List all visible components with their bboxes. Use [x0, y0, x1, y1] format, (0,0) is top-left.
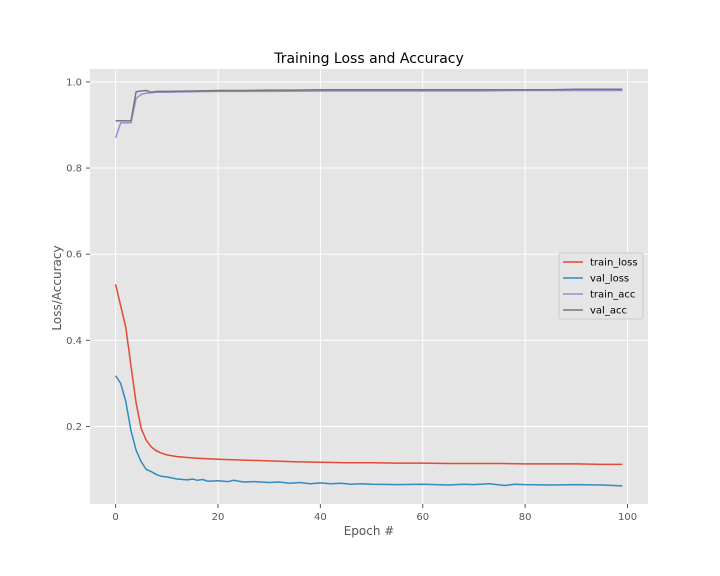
- x-tick-label: 0: [112, 512, 118, 523]
- series-line-val-loss: [114, 375, 623, 487]
- grid: [90, 69, 648, 504]
- series-line-train-loss: [114, 284, 623, 466]
- y-tick-label: 0.4: [66, 336, 82, 347]
- y-tick-label: 0.2: [66, 422, 82, 433]
- plot-area: [90, 69, 648, 504]
- x-axis-label: Epoch #: [344, 524, 395, 538]
- legend-label-train-loss: train_loss: [590, 258, 638, 269]
- legend-label-val-acc: val_acc: [590, 306, 627, 317]
- x-tick-label: 40: [314, 512, 327, 523]
- legend-box: [558, 252, 644, 320]
- series-line-val-acc: [115, 88, 623, 122]
- x-axis-ticks: 0 20 40 60 80 100: [112, 504, 637, 523]
- y-axis-label: Loss/Accuracy: [50, 245, 64, 330]
- y-tick-label: 0.8: [66, 164, 82, 175]
- y-tick-label: 0.6: [66, 250, 82, 261]
- series-lines: [114, 88, 623, 487]
- x-tick-label: 60: [416, 512, 429, 523]
- y-tick-label: 1.0: [66, 77, 82, 88]
- legend-label-val-loss: val_loss: [590, 274, 629, 285]
- x-tick-label: 20: [212, 512, 225, 523]
- legend-label-train-acc: train_acc: [590, 290, 635, 301]
- y-axis-ticks: 0.2 0.4 0.6 0.8 1.0: [66, 77, 90, 433]
- legend: train_loss val_loss train_acc val_acc: [558, 252, 644, 320]
- x-tick-label: 80: [519, 512, 532, 523]
- chart-title: Training Loss and Accuracy: [273, 51, 464, 67]
- x-tick-label: 100: [618, 512, 637, 523]
